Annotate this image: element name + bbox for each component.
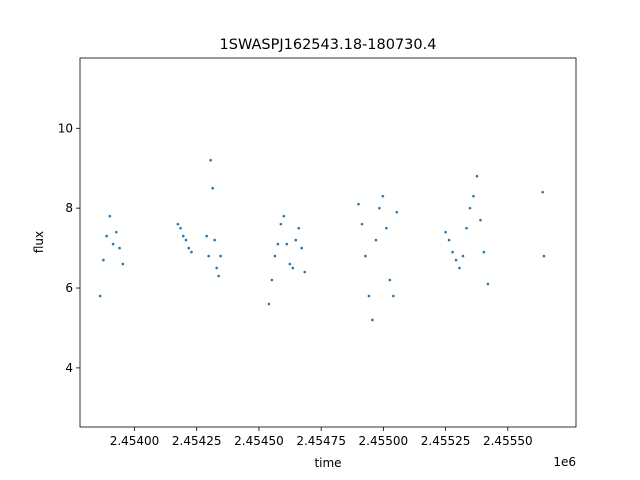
x-tick-label: 2.45425 (172, 434, 222, 448)
data-point (486, 282, 490, 286)
data-point (205, 234, 208, 238)
data-point (108, 214, 112, 218)
data-point (105, 234, 108, 238)
data-point (374, 238, 378, 242)
data-point (211, 186, 214, 190)
data-point (279, 222, 283, 226)
data-point (273, 254, 277, 258)
y-tick-label: 6 (65, 281, 73, 295)
data-point (444, 230, 447, 234)
data-point (276, 242, 280, 246)
y-axis-label: flux (32, 231, 46, 253)
data-point (187, 246, 191, 250)
data-point (215, 266, 218, 270)
data-point (288, 262, 292, 266)
plot-area-frame (79, 57, 577, 428)
data-point (475, 174, 479, 178)
data-point (291, 266, 295, 270)
data-point (385, 226, 388, 230)
data-point (179, 226, 182, 230)
data-point (447, 238, 451, 242)
x-tick-label: 2.45500 (359, 434, 409, 448)
y-tick-label: 4 (65, 361, 73, 375)
x-tick-label: 2.45550 (483, 434, 533, 448)
data-point (392, 294, 395, 298)
data-point (176, 222, 180, 226)
x-axis-offset-label: 1e6 (553, 455, 576, 469)
x-tick-label: 2.45400 (110, 434, 160, 448)
data-point (395, 210, 399, 214)
y-tick-label: 8 (65, 201, 73, 215)
data-point (367, 294, 371, 298)
y-axis: 4 6 8 10 (58, 121, 80, 375)
data-point (303, 270, 307, 274)
data-point (482, 250, 486, 254)
data-point (364, 254, 367, 258)
data-point (451, 250, 454, 254)
chart-title: 1SWASPJ162543.18-180730.4 (220, 37, 437, 53)
data-point (294, 238, 298, 242)
data-point (121, 262, 125, 266)
data-point (267, 302, 271, 306)
data-point (213, 238, 216, 242)
data-point (190, 250, 193, 254)
data-point (217, 274, 220, 278)
data-point (472, 194, 475, 198)
data-point (98, 294, 102, 298)
data-point (102, 258, 105, 262)
data-point (300, 246, 304, 250)
data-point (111, 242, 115, 246)
data-point (479, 218, 482, 222)
y-tick-label: 10 (58, 121, 73, 135)
data-point (388, 278, 392, 282)
data-point (297, 226, 301, 230)
data-point (115, 230, 118, 234)
data-point (181, 234, 185, 238)
data-point (282, 214, 286, 218)
data-point (371, 318, 374, 322)
data-point (357, 202, 360, 206)
data-points (98, 158, 546, 322)
x-tick-label: 2.45450 (234, 434, 284, 448)
data-point (360, 222, 364, 226)
x-tick-label: 2.45475 (296, 434, 346, 448)
data-point (219, 254, 222, 258)
data-point (285, 242, 289, 246)
data-point (541, 190, 544, 194)
data-point (454, 258, 458, 262)
x-axis: 2.45400 2.45425 2.45450 2.45475 2.45500 2.455… (110, 427, 533, 448)
data-point (209, 158, 212, 162)
data-point (184, 238, 188, 242)
x-tick-label: 2.45525 (421, 434, 471, 448)
data-point (542, 254, 546, 258)
x-axis-label: time (314, 456, 341, 470)
data-point (270, 278, 274, 282)
data-point (458, 266, 461, 270)
data-point (468, 206, 472, 210)
data-point (465, 226, 468, 230)
data-point (207, 254, 210, 258)
data-point (118, 246, 121, 250)
data-point (381, 194, 385, 198)
data-point (461, 254, 465, 258)
data-point (378, 206, 381, 210)
